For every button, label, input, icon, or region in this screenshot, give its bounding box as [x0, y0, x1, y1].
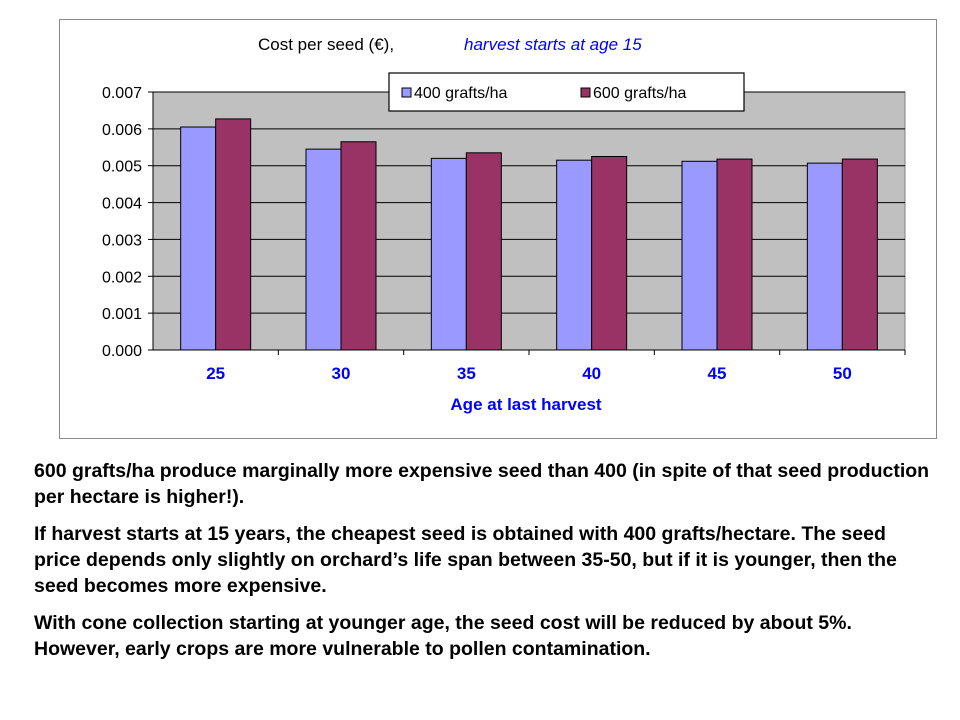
x-tick-label: 50: [833, 364, 852, 383]
bar-400-grafts-50: [806, 162, 843, 351]
note-paragraph-3: With cone collection starting at younger…: [34, 612, 852, 660]
legend-label-400: 400 grafts/ha: [414, 85, 508, 102]
x-tick-label: 25: [206, 364, 225, 383]
note-paragraph-1: 600 grafts/ha produce marginally more ex…: [34, 460, 930, 508]
note-2-end: the cheapest seed is obtained with 400 g…: [34, 523, 897, 597]
bar-600-grafts-35: [465, 152, 502, 351]
legend-box: [388, 72, 745, 112]
y-tick-label: 0.001: [102, 306, 142, 323]
x-tick-label: 45: [708, 364, 727, 383]
bar-600-grafts-50: [841, 158, 878, 351]
y-tick-label: 0.002: [102, 269, 142, 286]
bar-600-grafts-45: [716, 158, 753, 351]
bar-400-grafts-30: [305, 148, 342, 351]
y-tick-label: 0.003: [102, 232, 142, 249]
legend-swatch-400: [401, 87, 412, 98]
legend-swatch-600: [580, 87, 591, 98]
y-tick-label: 0.005: [102, 159, 142, 176]
bar-600-grafts-40: [591, 156, 628, 351]
y-tick-label: 0.006: [102, 122, 142, 139]
bar-400-grafts-35: [430, 157, 467, 351]
chart-title: Cost per seed (€),: [258, 35, 394, 54]
x-axis-label: Age at last harvest: [450, 395, 602, 414]
y-tick-label: 0.000: [102, 343, 142, 360]
chart-legend: 400 grafts/ha 600 grafts/ha: [388, 72, 745, 112]
x-tick-label: 40: [582, 364, 601, 383]
bar-400-grafts-25: [180, 126, 217, 351]
plot-area: [152, 91, 906, 351]
note-paragraph-2: If harvest starts at 15 years, the cheap…: [34, 521, 934, 599]
x-tick-label: 30: [332, 364, 351, 383]
chart-subtitle: harvest starts at age 15: [464, 35, 642, 54]
chart-container: Cost per seed (€), harvest starts at age…: [59, 19, 937, 439]
bar-400-grafts-40: [556, 159, 593, 351]
notes-text: 600 grafts/ha produce marginally more ex…: [34, 458, 934, 673]
legend-label-600: 600 grafts/ha: [593, 85, 687, 102]
note-2-start: If harvest starts at 15 years: [34, 523, 286, 545]
note-2-comma: ,: [285, 523, 291, 545]
bar-400-grafts-45: [681, 160, 718, 351]
y-tick-label: 0.007: [102, 85, 142, 102]
x-tick-label: 35: [457, 364, 476, 383]
bar-chart: Cost per seed (€), harvest starts at age…: [102, 35, 906, 414]
bar-600-grafts-25: [215, 118, 252, 351]
bar-600-grafts-30: [340, 141, 377, 351]
y-tick-label: 0.004: [102, 196, 142, 213]
